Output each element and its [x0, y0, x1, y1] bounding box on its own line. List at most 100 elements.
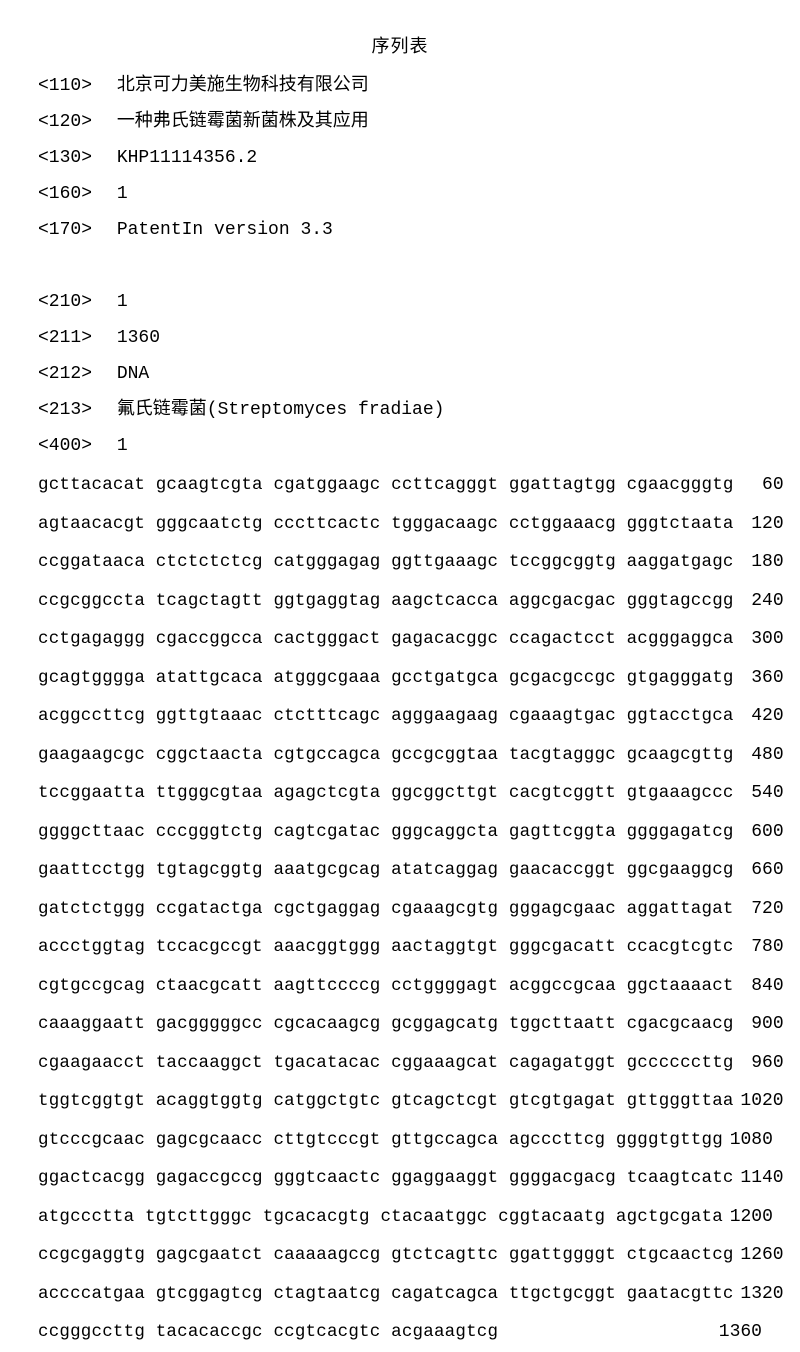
sequence-row: ggactcacgg gagaccgccg gggtcaactc ggaggaa…: [38, 1159, 762, 1198]
seq-text: cctgagaggg cgaccggcca cactgggact gagacac…: [38, 620, 734, 659]
seq-text: ccggataaca ctctctctcg catgggagag ggttgaa…: [38, 543, 734, 582]
value-120: 一种弗氏链霉菌新菌株及其应用: [117, 112, 369, 132]
sequence-row: cctgagaggg cgaccggcca cactgggact gagacac…: [38, 620, 762, 659]
tag-120: <120>: [38, 104, 106, 140]
seq-text: gaattcctgg tgtagcggtg aaatgcgcag atatcag…: [38, 851, 734, 890]
seq-text: gcagtgggga atattgcaca atgggcgaaa gcctgat…: [38, 659, 734, 698]
tag-130: <130>: [38, 140, 106, 176]
value-400: 1: [117, 436, 128, 456]
seq-text: tccggaatta ttgggcgtaa agagctcgta ggcggct…: [38, 774, 734, 813]
seq-text: ccgggccttg tacacaccgc ccgtcacgtc acgaaag…: [38, 1313, 498, 1352]
value-110: 北京可力美施生物科技有限公司: [117, 76, 369, 96]
sequence-row: agtaacacgt gggcaatctg cccttcactc tgggaca…: [38, 505, 762, 544]
seq-num: 1320: [734, 1275, 784, 1314]
seq-num: 900: [734, 1005, 784, 1044]
tag-160: <160>: [38, 176, 106, 212]
seq-num: 1140: [734, 1159, 784, 1198]
seq-text: caaaggaatt gacgggggcc cgcacaagcg gcggagc…: [38, 1005, 734, 1044]
sequence-row: gcagtgggga atattgcaca atgggcgaaa gcctgat…: [38, 659, 762, 698]
sequence-row: ccgcggccta tcagctagtt ggtgaggtag aagctca…: [38, 582, 762, 621]
header-400: <400> 1: [38, 428, 762, 464]
sequence-row: accctggtag tccacgccgt aaacggtggg aactagg…: [38, 928, 762, 967]
seq-num: 60: [734, 466, 784, 505]
sequence-row: tccggaatta ttgggcgtaa agagctcgta ggcggct…: [38, 774, 762, 813]
seq-num: 360: [734, 659, 784, 698]
value-211: 1360: [117, 328, 160, 348]
value-212: DNA: [117, 364, 149, 384]
seq-num: 180: [734, 543, 784, 582]
header-block-2: <210> 1 <211> 1360 <212> DNA <213> 氟氏链霉菌…: [38, 284, 762, 464]
seq-num: 420: [734, 697, 784, 736]
tag-170: <170>: [38, 212, 106, 248]
sequence-row: cgtgccgcag ctaacgcatt aagttccccg cctgggg…: [38, 967, 762, 1006]
seq-text: cgaagaacct taccaaggct tgacatacac cggaaag…: [38, 1044, 734, 1083]
seq-text: gatctctggg ccgatactga cgctgaggag cgaaagc…: [38, 890, 734, 929]
seq-text: ccgcgaggtg gagcgaatct caaaaagccg gtctcag…: [38, 1236, 734, 1275]
seq-num: 840: [734, 967, 784, 1006]
header-213: <213> 氟氏链霉菌(Streptomyces fradiae): [38, 392, 762, 428]
tag-110: <110>: [38, 68, 106, 104]
sequence-row: caaaggaatt gacgggggcc cgcacaagcg gcggagc…: [38, 1005, 762, 1044]
header-block-1: <110> 北京可力美施生物科技有限公司 <120> 一种弗氏链霉菌新菌株及其应…: [38, 68, 762, 248]
sequence-row: ggggcttaac cccgggtctg cagtcgatac gggcagg…: [38, 813, 762, 852]
header-212: <212> DNA: [38, 356, 762, 392]
tag-210: <210>: [38, 284, 106, 320]
seq-num: 540: [734, 774, 784, 813]
seq-text: ggggcttaac cccgggtctg cagtcgatac gggcagg…: [38, 813, 734, 852]
seq-num: 720: [734, 890, 784, 929]
seq-text: ccgcggccta tcagctagtt ggtgaggtag aagctca…: [38, 582, 734, 621]
seq-text: gtcccgcaac gagcgcaacc cttgtcccgt gttgcca…: [38, 1121, 723, 1160]
seq-text: ggactcacgg gagaccgccg gggtcaactc ggaggaa…: [38, 1159, 734, 1198]
header-120: <120> 一种弗氏链霉菌新菌株及其应用: [38, 104, 762, 140]
seq-num: 600: [734, 813, 784, 852]
sequence-row: gcttacacat gcaagtcgta cgatggaagc ccttcag…: [38, 466, 762, 505]
seq-num: 780: [734, 928, 784, 967]
seq-text: agtaacacgt gggcaatctg cccttcactc tgggaca…: [38, 505, 734, 544]
value-170: PatentIn version 3.3: [117, 220, 333, 240]
sequence-row: accccatgaa gtcggagtcg ctagtaatcg cagatca…: [38, 1275, 762, 1314]
tag-400: <400>: [38, 428, 106, 464]
sequence-row: ccggataaca ctctctctcg catgggagag ggttgaa…: [38, 543, 762, 582]
seq-text: acggccttcg ggttgtaaac ctctttcagc agggaag…: [38, 697, 734, 736]
seq-num: 1260: [734, 1236, 784, 1275]
sequence-row: acggccttcg ggttgtaaac ctctttcagc agggaag…: [38, 697, 762, 736]
tag-213: <213>: [38, 392, 106, 428]
value-213: 氟氏链霉菌(Streptomyces fradiae): [117, 400, 445, 420]
seq-num: 960: [734, 1044, 784, 1083]
value-130: KHP11114356.2: [117, 148, 257, 168]
seq-text: accccatgaa gtcggagtcg ctagtaatcg cagatca…: [38, 1275, 734, 1314]
seq-num: 660: [734, 851, 784, 890]
sequence-block: gcttacacat gcaagtcgta cgatggaagc ccttcag…: [38, 466, 762, 1352]
seq-text: accctggtag tccacgccgt aaacggtggg aactagg…: [38, 928, 734, 967]
sequence-row: gatctctggg ccgatactga cgctgaggag cgaaagc…: [38, 890, 762, 929]
value-160: 1: [117, 184, 128, 204]
sequence-row: cgaagaacct taccaaggct tgacatacac cggaaag…: [38, 1044, 762, 1083]
seq-num: 300: [734, 620, 784, 659]
seq-text: gaagaagcgc cggctaacta cgtgccagca gccgcgg…: [38, 736, 734, 775]
section-spacer: [38, 248, 762, 284]
seq-num: 1200: [723, 1198, 773, 1237]
seq-num: 480: [734, 736, 784, 775]
header-211: <211> 1360: [38, 320, 762, 356]
seq-text: tggtcggtgt acaggtggtg catggctgtc gtcagct…: [38, 1082, 734, 1121]
tag-211: <211>: [38, 320, 106, 356]
sequence-row: atgccctta tgtcttgggc tgcacacgtg ctacaatg…: [38, 1198, 762, 1237]
header-110: <110> 北京可力美施生物科技有限公司: [38, 68, 762, 104]
sequence-row: ccgggccttg tacacaccgc ccgtcacgtc acgaaag…: [38, 1313, 762, 1352]
seq-text: atgccctta tgtcttgggc tgcacacgtg ctacaatg…: [38, 1198, 723, 1237]
seq-text: cgtgccgcag ctaacgcatt aagttccccg cctgggg…: [38, 967, 734, 1006]
seq-num: 120: [734, 505, 784, 544]
sequence-listing-title: 序列表: [38, 32, 762, 58]
sequence-row: gaagaagcgc cggctaacta cgtgccagca gccgcgg…: [38, 736, 762, 775]
sequence-row: gtcccgcaac gagcgcaacc cttgtcccgt gttgcca…: [38, 1121, 762, 1160]
tag-212: <212>: [38, 356, 106, 392]
seq-num: 1080: [723, 1121, 773, 1160]
sequence-row: ccgcgaggtg gagcgaatct caaaaagccg gtctcag…: [38, 1236, 762, 1275]
header-170: <170> PatentIn version 3.3: [38, 212, 762, 248]
header-160: <160> 1: [38, 176, 762, 212]
value-210: 1: [117, 292, 128, 312]
sequence-row: tggtcggtgt acaggtggtg catggctgtc gtcagct…: [38, 1082, 762, 1121]
seq-num: 240: [734, 582, 784, 621]
seq-text: gcttacacat gcaagtcgta cgatggaagc ccttcag…: [38, 466, 734, 505]
sequence-row: gaattcctgg tgtagcggtg aaatgcgcag atatcag…: [38, 851, 762, 890]
